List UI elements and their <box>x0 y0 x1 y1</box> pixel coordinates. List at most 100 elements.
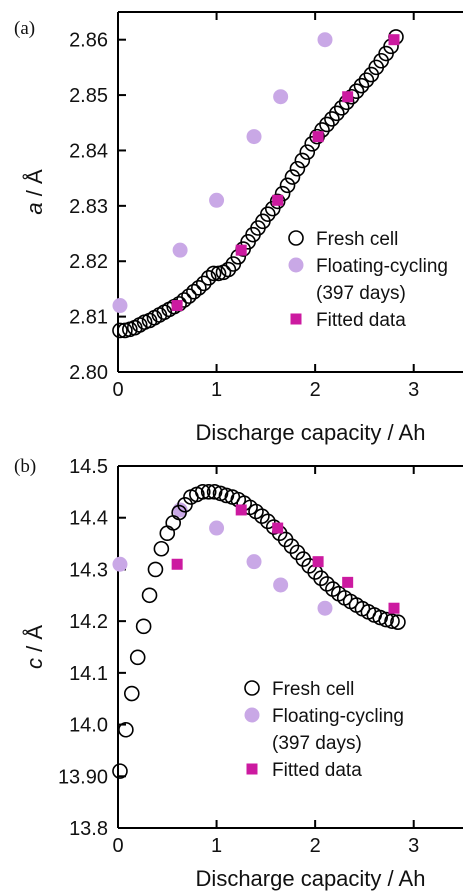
data-point <box>112 322 128 339</box>
data-point <box>141 587 158 604</box>
legend-label: Fitted data <box>316 310 406 331</box>
data-point <box>329 105 345 122</box>
y-tick-label: 2.80 <box>69 362 108 384</box>
data-point <box>124 685 140 702</box>
data-point <box>317 600 333 616</box>
data-point <box>246 554 262 570</box>
data-point <box>388 602 400 614</box>
data-point <box>324 111 340 127</box>
x-tick-label: 2 <box>310 379 321 401</box>
data-point <box>112 763 128 779</box>
x-tick-label: 3 <box>408 835 419 857</box>
y-tick-label: 13.90 <box>58 766 108 788</box>
y-axis-label-unit: / Å <box>22 625 47 658</box>
x-tick-label: 3 <box>408 379 419 401</box>
data-point <box>342 91 354 103</box>
y-tick-label: 2.84 <box>69 140 108 162</box>
panel-label: (a) <box>14 18 35 39</box>
data-point <box>333 100 350 116</box>
legend-label: Floating-cycling <box>272 706 404 727</box>
data-point <box>186 283 202 300</box>
x-tick-label: 2 <box>310 835 321 857</box>
y-tick-label: 14.0 <box>69 715 108 737</box>
data-point <box>348 83 365 99</box>
y-axis-label-unit: / Å <box>22 169 47 202</box>
data-point <box>118 721 134 738</box>
data-point <box>177 496 193 513</box>
data-point <box>388 34 400 46</box>
data-point <box>289 160 306 177</box>
data-point <box>319 116 335 133</box>
data-point <box>235 504 247 516</box>
x-tick-label: 0 <box>112 835 123 857</box>
legend-label: Floating-cycling <box>316 256 448 277</box>
x-tick-label: 1 <box>211 835 222 857</box>
data-point <box>272 522 284 534</box>
legend-label: Fresh cell <box>272 679 354 700</box>
data-point <box>353 77 370 94</box>
data-point <box>260 206 276 222</box>
legend: Fresh cell Floating-cycling (397 days) Fitt… <box>244 679 404 781</box>
legend-label: Fresh cell <box>316 229 398 250</box>
data-point <box>312 131 324 143</box>
data-point <box>390 614 406 630</box>
data-point <box>220 261 237 278</box>
x-tick-label: 1 <box>211 379 222 401</box>
data-point <box>191 280 207 296</box>
legend-marker <box>288 257 304 273</box>
y-axis-label-variable: c <box>22 658 47 669</box>
y-tick-label: 2.86 <box>69 30 108 52</box>
legend-marker <box>244 707 260 723</box>
data-point <box>313 570 329 587</box>
data-point <box>159 525 176 542</box>
x-axis-label: Discharge capacity / Ah <box>196 866 426 891</box>
data-point <box>112 298 128 314</box>
y-tick-label: 2.85 <box>69 85 108 107</box>
y-tick-label: 2.83 <box>69 196 108 218</box>
chart-panel-b: 13.8 13.90 14.0 14.1 14.2 14.3 14.4 14.5 0 1 2 3 (b)… <box>14 456 463 891</box>
data-point <box>165 515 181 531</box>
y-tick-label: 14.2 <box>69 611 108 633</box>
data-point <box>129 649 146 666</box>
series-fitted-data <box>171 504 400 614</box>
data-point <box>171 504 187 521</box>
y-axis-label-variable: a <box>22 202 47 214</box>
data-point <box>205 265 222 282</box>
data-point <box>176 292 192 308</box>
data-point <box>272 194 284 206</box>
data-point <box>273 577 289 593</box>
data-point <box>209 520 225 536</box>
chart-panel-a: 2.80 2.81 2.82 2.83 2.84 2.85 2.86 0 1 2 3 (a) Disch… <box>14 11 463 445</box>
data-point <box>200 484 217 500</box>
data-point <box>312 556 324 568</box>
x-tick-label: 0 <box>112 379 123 401</box>
data-point <box>378 611 394 628</box>
series-fitted-data <box>171 34 400 312</box>
legend: Fresh cell Floating-cycling (397 days) Fitt… <box>288 229 448 331</box>
data-point <box>195 275 212 292</box>
data-point <box>319 576 335 592</box>
y-tick-label: 14.3 <box>69 559 108 581</box>
data-point <box>171 558 183 570</box>
data-point <box>254 508 270 524</box>
data-point <box>172 242 188 258</box>
data-point <box>260 513 276 530</box>
series-floating-cycling <box>112 32 333 314</box>
data-point <box>235 244 247 256</box>
legend-marker <box>288 230 304 246</box>
series-fresh-cell <box>112 29 404 339</box>
y-axis-label: c / Å <box>22 625 47 669</box>
data-point <box>206 484 223 500</box>
legend-marker <box>246 763 258 775</box>
y-tick-label: 2.81 <box>69 307 108 329</box>
y-tick-label: 14.1 <box>69 663 108 685</box>
data-point <box>153 540 170 557</box>
data-point <box>342 576 354 588</box>
data-point <box>358 72 375 88</box>
data-point <box>147 561 164 578</box>
legend-marker <box>244 680 260 696</box>
legend-label-line2: (397 days) <box>272 733 362 754</box>
y-tick-label: 13.8 <box>69 818 108 840</box>
data-point <box>279 177 296 194</box>
